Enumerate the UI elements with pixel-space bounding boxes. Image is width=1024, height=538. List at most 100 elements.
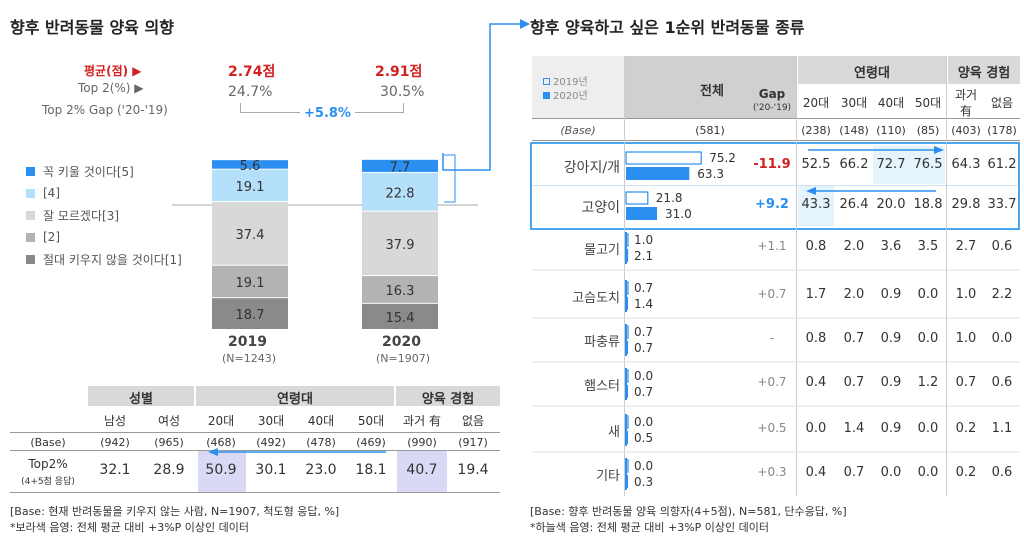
- right-group-age: 연령대: [854, 66, 890, 81]
- row-label: 강아지/개: [563, 160, 620, 176]
- right-value-cell: 1.4: [843, 421, 865, 436]
- total-label: 전체: [700, 84, 724, 99]
- legend-swatch: [26, 210, 35, 220]
- right-value-cell: 52.5: [801, 157, 831, 172]
- right-value-cell: 26.4: [839, 197, 869, 212]
- stack-segment: [362, 172, 438, 211]
- row-label: 고슴도치: [572, 291, 620, 306]
- right-value-cell: 1.0: [955, 331, 977, 346]
- legend-item: [4]: [26, 182, 182, 204]
- right-value-cell: 0.7: [843, 331, 865, 346]
- bar-2020: [626, 167, 690, 180]
- avg-2020: 2.91점: [375, 64, 423, 80]
- table-col-header: 50대: [357, 414, 385, 428]
- table-value-cell: 18.1: [355, 462, 387, 478]
- gap-value: +9.2: [755, 197, 789, 212]
- table-col-header: 여성: [157, 414, 181, 428]
- table-value-cell: 19.4: [457, 462, 489, 478]
- value-2020: 1.4: [634, 297, 654, 311]
- frame-divider: [532, 185, 1018, 186]
- value-2019: 0.0: [634, 415, 654, 429]
- right-group-exp: 양육 경험: [957, 66, 1011, 81]
- left-note-1: [Base: 현재 반려동물을 키우지 않는 사람, N=1907, 척도형 응…: [10, 505, 340, 518]
- right-value-cell: 0.0: [917, 465, 939, 480]
- bar-2019: [625, 151, 702, 165]
- legend-label: 절대 키우지 않을 것이다[1]: [43, 252, 182, 267]
- segment-label: 15.4: [386, 311, 415, 326]
- value-2019: 0.0: [634, 369, 654, 383]
- right-value-cell: 0.7: [843, 375, 865, 390]
- legend-2020: 2020년: [543, 87, 588, 102]
- legend-2019: 2019년: [543, 73, 588, 88]
- right-value-cell: 3.6: [880, 239, 902, 254]
- segment-label: 7.7: [390, 160, 411, 175]
- table-base-cell: (942): [100, 436, 130, 449]
- right-value-cell: 20.0: [876, 197, 906, 212]
- right-base-cell: (403): [951, 124, 981, 137]
- segment-label: 18.7: [236, 308, 265, 323]
- table-base-cell: (492): [256, 436, 286, 449]
- legend-swatch: [26, 188, 35, 198]
- value-2019: 21.8: [655, 191, 683, 205]
- segment-label: 19.1: [236, 180, 265, 195]
- row-label: 기타: [596, 469, 620, 484]
- right-value-cell: 0.0: [917, 421, 939, 436]
- table-col-header: 40대: [307, 414, 335, 428]
- value-2019: 0.7: [634, 325, 654, 339]
- right-base-label: (Base): [560, 124, 596, 137]
- right-value-cell: 0.2: [955, 465, 977, 480]
- right-value-cell: 1.2: [917, 375, 939, 390]
- right-value-cell: 2.7: [955, 239, 977, 254]
- gap-value: -11.9: [753, 157, 791, 172]
- value-2020: 63.3: [697, 167, 725, 181]
- row-label: 햄스터: [584, 379, 620, 394]
- legend-item: [2]: [26, 226, 182, 248]
- gap-header: Gap: [758, 87, 786, 101]
- legend-item: 절대 키우지 않을 것이다[1]: [26, 248, 182, 270]
- segment-label: 5.6: [240, 159, 261, 174]
- segment-label: 37.4: [236, 228, 265, 243]
- year-2019: 2019: [228, 334, 267, 350]
- gap-value: +0.3: [757, 465, 787, 479]
- value-2020: 2.1: [634, 249, 654, 263]
- legend-label: [4]: [43, 186, 60, 200]
- age-col-50: 50대: [914, 96, 942, 110]
- top2-label: Top 2(%) ▶: [78, 81, 144, 95]
- right-value-cell: 0.6: [991, 375, 1013, 390]
- stack-segment: [212, 265, 288, 298]
- right-title: 향후 양육하고 싶은 1순위 반려동물 종류: [530, 18, 805, 37]
- value-2020: 0.5: [634, 431, 654, 445]
- legend-item: 꼭 키울 것이다[5]: [26, 160, 182, 182]
- right-bar-chart: [532, 146, 1020, 490]
- stack-segment: [362, 303, 438, 329]
- top-rows-frame: [530, 142, 1020, 230]
- right-value-cell: 0.0: [917, 287, 939, 302]
- left-title: 향후 반려동물 양육 의향: [10, 18, 174, 37]
- table-col-header: 20대: [207, 414, 235, 428]
- table-value-cell: 23.0: [305, 462, 337, 478]
- highlight-cell: [397, 450, 447, 492]
- group-exp: 양육 경험: [421, 392, 475, 407]
- group-gender: 성별: [129, 392, 153, 407]
- table-col-header: 30대: [257, 414, 285, 428]
- right-base-cell: (148): [839, 124, 869, 137]
- right-value-cell: 29.8: [951, 197, 981, 212]
- n-2019: (N=1243): [222, 352, 277, 365]
- right-note-2: *하늘색 음영: 전체 평균 대비 +3%P 이상인 데이터: [530, 521, 770, 534]
- base-label: (Base): [30, 436, 66, 449]
- gap-value: +5.8%: [300, 106, 355, 121]
- right-value-cell: 1.1: [991, 421, 1013, 436]
- right-value-cell: 76.5: [913, 157, 943, 172]
- right-value-cell: 0.0: [917, 331, 939, 346]
- row-sub: (4+5점 응답): [21, 477, 75, 487]
- right-value-cell: 3.5: [917, 239, 939, 254]
- age-col-20: 20대: [802, 96, 830, 110]
- stack-segment: [212, 298, 288, 329]
- legend-swatch: [26, 254, 35, 264]
- segment-label: 22.8: [386, 186, 415, 201]
- table-base-cell: (469): [356, 436, 386, 449]
- right-value-cell: 0.6: [991, 239, 1013, 254]
- table-col-header: 없음: [461, 414, 485, 428]
- right-value-cell: 2.0: [843, 239, 865, 254]
- n-2020: (N=1907): [376, 352, 431, 365]
